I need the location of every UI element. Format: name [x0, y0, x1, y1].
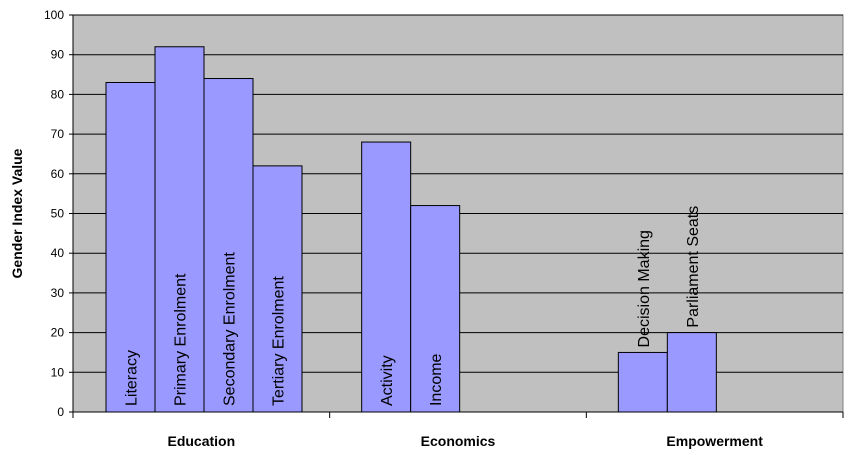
- bar-label: Tertiary Enrolment: [271, 276, 288, 406]
- y-tick-label: 90: [51, 48, 65, 62]
- bar: [617, 351, 668, 413]
- bar-label: Primary Enrolment: [173, 273, 190, 406]
- bar: [203, 78, 254, 413]
- group-labels: Education Economics Empowerment: [167, 433, 763, 449]
- bar-label: Decision Making: [636, 230, 653, 347]
- bar: [410, 205, 461, 413]
- y-tick-label: 10: [51, 365, 65, 379]
- bar-label: Activity: [379, 355, 396, 406]
- y-tick-label: 100: [44, 8, 64, 22]
- y-tick-label: 70: [51, 127, 65, 141]
- bar: [252, 165, 303, 413]
- bar: [154, 46, 205, 413]
- y-axis-title: Gender Index Value: [9, 148, 25, 278]
- y-tick-label: 50: [51, 207, 65, 221]
- y-tick-label: 80: [51, 87, 65, 101]
- y-tick-label: 20: [51, 326, 65, 340]
- bar-label: Secondary Enrolment: [222, 252, 239, 406]
- bar-label: Income: [428, 353, 445, 406]
- y-tick-label: 40: [51, 246, 65, 260]
- x-category-label: Education: [167, 433, 235, 449]
- bars: Literacy Primary Enrolment Secondary Enrol…: [105, 46, 717, 413]
- y-tick-label: 30: [51, 286, 65, 300]
- bar: [666, 332, 717, 413]
- bar: [361, 141, 412, 413]
- bar: [105, 81, 156, 413]
- bar-label: Literacy: [124, 350, 141, 406]
- x-category-label: Empowerment: [666, 433, 763, 449]
- bar-label: Parliament Seats: [685, 206, 702, 328]
- y-tick-label: 60: [51, 167, 65, 181]
- x-category-label: Economics: [421, 433, 496, 449]
- y-tick-label: 0: [57, 405, 64, 419]
